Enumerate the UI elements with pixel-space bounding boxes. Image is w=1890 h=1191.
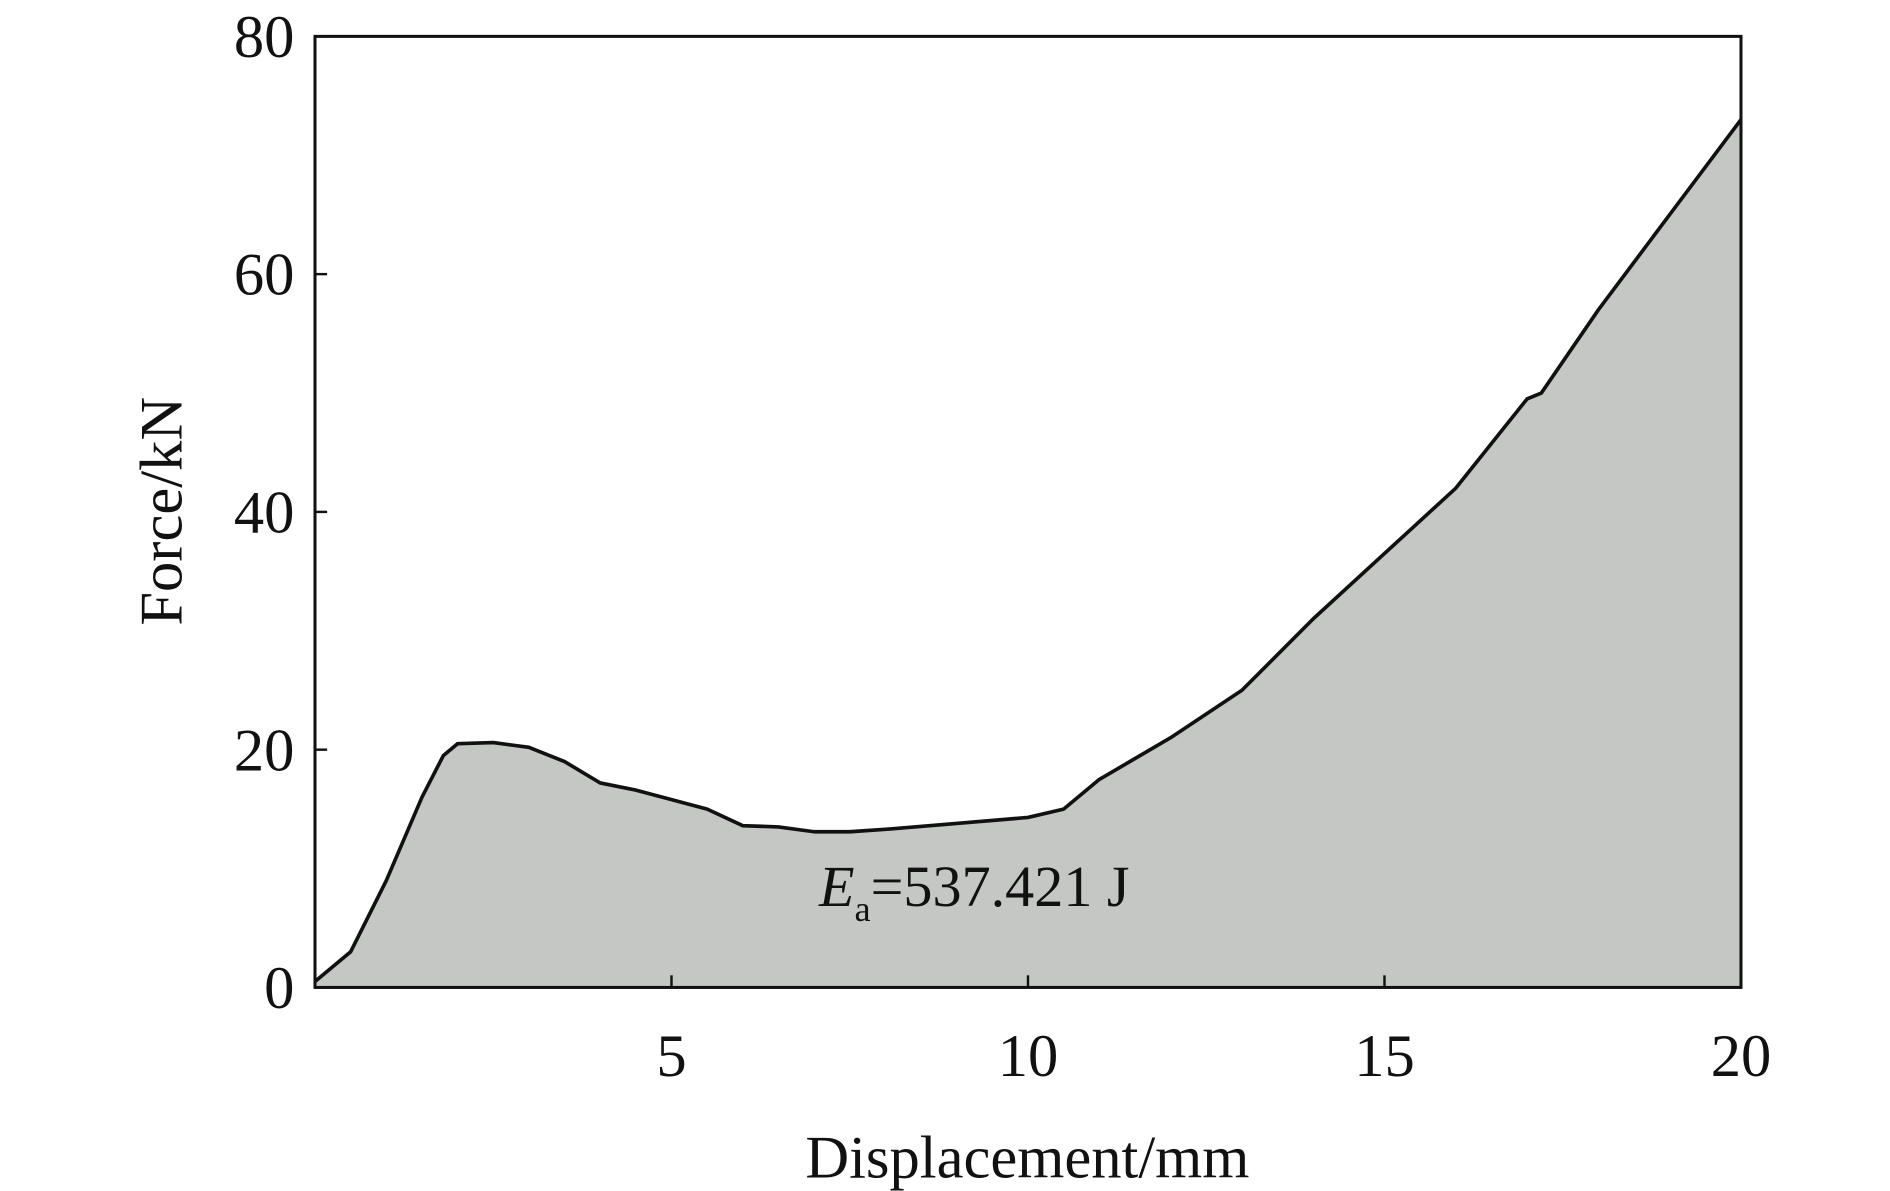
- x-axis-label: Displacement/mm: [805, 1125, 1249, 1191]
- y-axis-label: Force/kN: [129, 397, 196, 626]
- y-tick-label: 0: [264, 955, 294, 1022]
- x-tick-label: 20: [1711, 1023, 1772, 1090]
- force-curve: [313, 118, 1743, 983]
- y-tick-label: 80: [234, 4, 295, 71]
- energy-annotation: Ea=537.421 J: [818, 854, 1130, 929]
- y-tick-label: 40: [234, 480, 295, 547]
- y-tick-label: 20: [234, 717, 295, 784]
- x-tick-label: 5: [656, 1023, 686, 1090]
- energy-area: [315, 119, 1741, 988]
- x-tick-label: 15: [1354, 1023, 1415, 1090]
- y-tick-label: 60: [234, 242, 295, 309]
- x-tick-label: 10: [998, 1023, 1059, 1090]
